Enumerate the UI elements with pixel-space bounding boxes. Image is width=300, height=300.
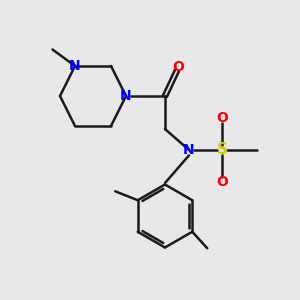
Text: N: N bbox=[120, 89, 132, 103]
Text: O: O bbox=[216, 175, 228, 188]
Text: O: O bbox=[216, 112, 228, 125]
Text: N: N bbox=[69, 59, 81, 73]
Text: S: S bbox=[217, 142, 227, 158]
Text: N: N bbox=[183, 143, 195, 157]
Text: O: O bbox=[172, 60, 184, 74]
